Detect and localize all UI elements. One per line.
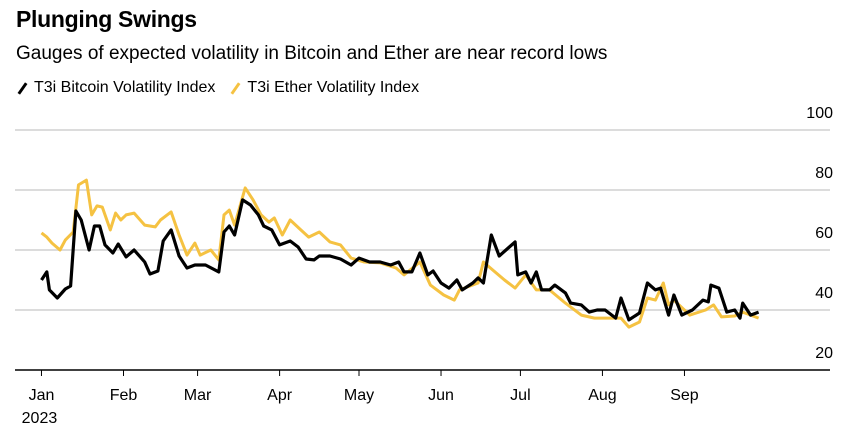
legend: T3i Bitcoin Volatility Index T3i Ether V…: [16, 79, 419, 97]
y-tick-label: 40: [815, 285, 833, 302]
x-tick-label: Mar: [184, 387, 212, 404]
x-tick-label: Jan: [29, 387, 55, 404]
y-tick-label: 80: [815, 165, 833, 182]
legend-item-ether: T3i Ether Volatility Index: [229, 79, 419, 97]
x-tick-label: May: [344, 387, 374, 404]
legend-item-bitcoin: T3i Bitcoin Volatility Index: [16, 79, 215, 97]
y-tick-label: 60: [815, 225, 833, 242]
x-tick-label: Aug: [588, 387, 616, 404]
x-tick-label: Jul: [510, 387, 530, 404]
x-tick-label: Feb: [110, 387, 138, 404]
x-tick-label: Apr: [267, 387, 293, 404]
y-tick-label: 100: [806, 105, 833, 122]
x-tick-label: Jun: [428, 387, 454, 404]
series-line-bitcoin: [40, 198, 760, 322]
x-tick-label: Sep: [670, 387, 699, 404]
series-line-ether: [40, 178, 760, 329]
legend-label-bitcoin: T3i Bitcoin Volatility Index: [34, 79, 216, 96]
legend-label-ether: T3i Ether Volatility Index: [247, 79, 420, 96]
chart-subtitle: Gauges of expected volatility in Bitcoin…: [16, 43, 608, 64]
y-tick-label: 20: [815, 345, 833, 362]
x-tick-sublabel: 2023: [22, 410, 58, 427]
chart-title: Plunging Swings: [16, 6, 197, 32]
